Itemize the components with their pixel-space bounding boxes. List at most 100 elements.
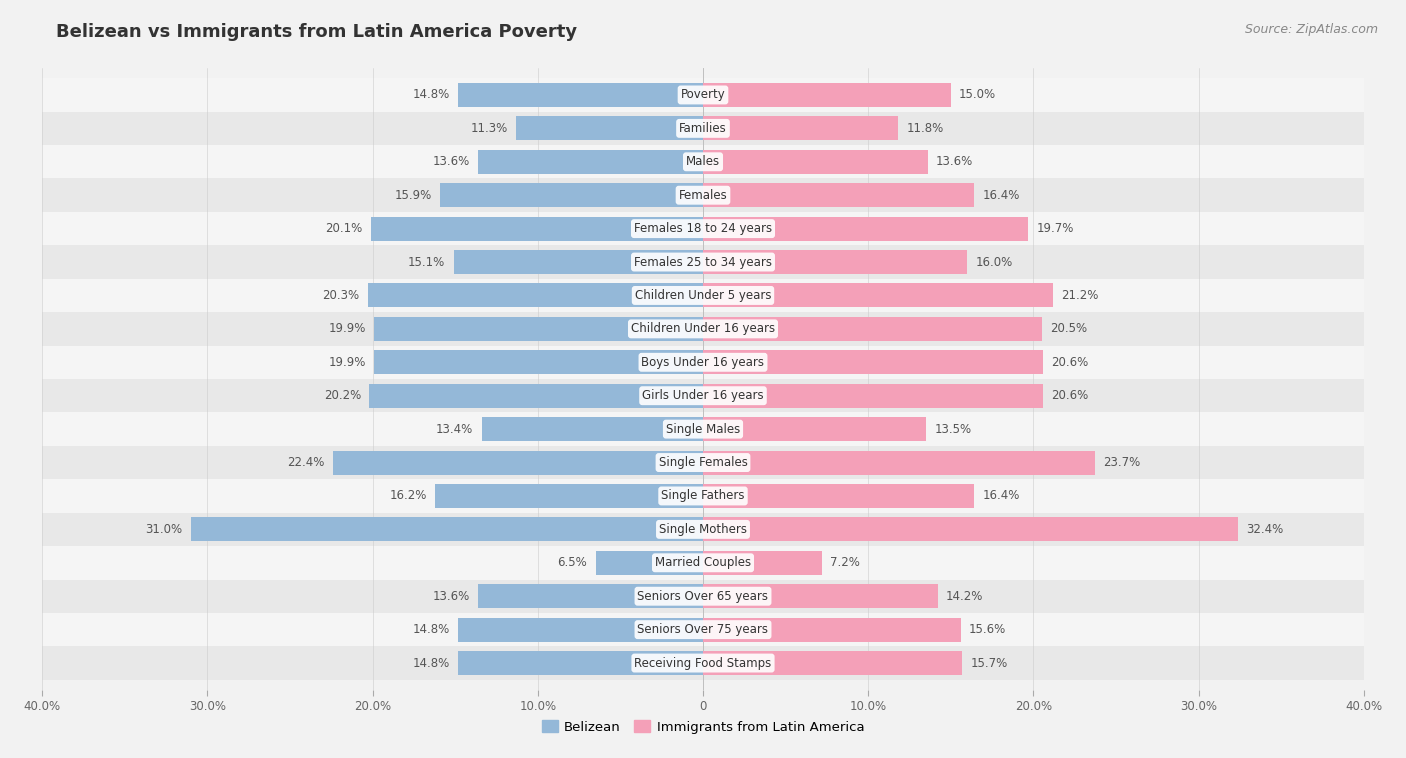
Bar [703, 183, 974, 207]
Bar [42, 111, 1364, 145]
Bar [703, 551, 823, 575]
Text: 20.3%: 20.3% [322, 289, 360, 302]
Bar [440, 183, 703, 207]
Bar [42, 647, 1364, 680]
Bar [371, 217, 703, 240]
Text: Single Males: Single Males [666, 423, 740, 436]
Text: 16.4%: 16.4% [983, 189, 1019, 202]
Bar [42, 78, 1364, 111]
Bar [42, 379, 1364, 412]
Text: 22.4%: 22.4% [287, 456, 325, 469]
Text: 7.2%: 7.2% [830, 556, 860, 569]
Text: Seniors Over 65 years: Seniors Over 65 years [637, 590, 769, 603]
Text: Children Under 5 years: Children Under 5 years [634, 289, 772, 302]
Bar [703, 417, 927, 441]
Bar [374, 317, 703, 341]
Text: 23.7%: 23.7% [1102, 456, 1140, 469]
Text: 20.1%: 20.1% [325, 222, 363, 235]
Bar [370, 384, 703, 408]
Text: Boys Under 16 years: Boys Under 16 years [641, 356, 765, 369]
Text: 14.8%: 14.8% [413, 656, 450, 669]
Text: 11.8%: 11.8% [907, 122, 943, 135]
Text: Source: ZipAtlas.com: Source: ZipAtlas.com [1244, 23, 1378, 36]
Text: Single Fathers: Single Fathers [661, 490, 745, 503]
Bar [703, 484, 974, 508]
Bar [191, 518, 703, 541]
Bar [374, 350, 703, 374]
Text: Seniors Over 75 years: Seniors Over 75 years [637, 623, 769, 636]
Text: Single Females: Single Females [658, 456, 748, 469]
Bar [42, 279, 1364, 312]
Bar [703, 450, 1094, 475]
Bar [703, 350, 1043, 374]
Bar [703, 250, 967, 274]
Text: 19.9%: 19.9% [329, 356, 366, 369]
Bar [703, 651, 962, 675]
Text: 16.0%: 16.0% [976, 255, 1012, 268]
Text: Females 25 to 34 years: Females 25 to 34 years [634, 255, 772, 268]
Bar [703, 584, 938, 608]
Bar [42, 580, 1364, 613]
Text: 13.6%: 13.6% [433, 155, 470, 168]
Bar [367, 283, 703, 308]
Text: 20.2%: 20.2% [323, 389, 361, 402]
Bar [458, 651, 703, 675]
Text: 13.5%: 13.5% [934, 423, 972, 436]
Text: 20.5%: 20.5% [1050, 322, 1087, 335]
Text: Children Under 16 years: Children Under 16 years [631, 322, 775, 335]
Bar [703, 384, 1043, 408]
Bar [458, 618, 703, 642]
Bar [42, 312, 1364, 346]
Bar [703, 217, 1028, 240]
Text: 13.6%: 13.6% [936, 155, 973, 168]
Text: 15.0%: 15.0% [959, 89, 997, 102]
Bar [42, 446, 1364, 479]
Bar [703, 150, 928, 174]
Bar [42, 479, 1364, 512]
Bar [478, 150, 703, 174]
Text: Poverty: Poverty [681, 89, 725, 102]
Text: 15.1%: 15.1% [408, 255, 446, 268]
Bar [703, 518, 1239, 541]
Text: 14.8%: 14.8% [413, 623, 450, 636]
Bar [516, 116, 703, 140]
Text: 31.0%: 31.0% [145, 523, 183, 536]
Bar [454, 250, 703, 274]
Text: 21.2%: 21.2% [1062, 289, 1099, 302]
Text: 16.2%: 16.2% [389, 490, 427, 503]
Bar [436, 484, 703, 508]
Bar [42, 212, 1364, 246]
Bar [42, 145, 1364, 178]
Text: Single Mothers: Single Mothers [659, 523, 747, 536]
Bar [703, 317, 1042, 341]
Text: 20.6%: 20.6% [1052, 389, 1088, 402]
Text: 32.4%: 32.4% [1247, 523, 1284, 536]
Bar [596, 551, 703, 575]
Text: 15.9%: 15.9% [395, 189, 432, 202]
Text: 15.7%: 15.7% [970, 656, 1008, 669]
Text: Families: Families [679, 122, 727, 135]
Text: Females: Females [679, 189, 727, 202]
Text: Receiving Food Stamps: Receiving Food Stamps [634, 656, 772, 669]
Text: Married Couples: Married Couples [655, 556, 751, 569]
Text: 13.6%: 13.6% [433, 590, 470, 603]
Text: Males: Males [686, 155, 720, 168]
Bar [42, 346, 1364, 379]
Text: 14.8%: 14.8% [413, 89, 450, 102]
Bar [42, 246, 1364, 279]
Text: 20.6%: 20.6% [1052, 356, 1088, 369]
Text: 6.5%: 6.5% [558, 556, 588, 569]
Bar [703, 283, 1053, 308]
Text: 16.4%: 16.4% [983, 490, 1019, 503]
Bar [42, 412, 1364, 446]
Text: 14.2%: 14.2% [946, 590, 983, 603]
Text: Females 18 to 24 years: Females 18 to 24 years [634, 222, 772, 235]
Bar [42, 546, 1364, 580]
Text: Belizean vs Immigrants from Latin America Poverty: Belizean vs Immigrants from Latin Americ… [56, 23, 578, 41]
Bar [482, 417, 703, 441]
Text: 19.9%: 19.9% [329, 322, 366, 335]
Bar [42, 178, 1364, 212]
Bar [458, 83, 703, 107]
Legend: Belizean, Immigrants from Latin America: Belizean, Immigrants from Latin America [537, 715, 869, 739]
Bar [478, 584, 703, 608]
